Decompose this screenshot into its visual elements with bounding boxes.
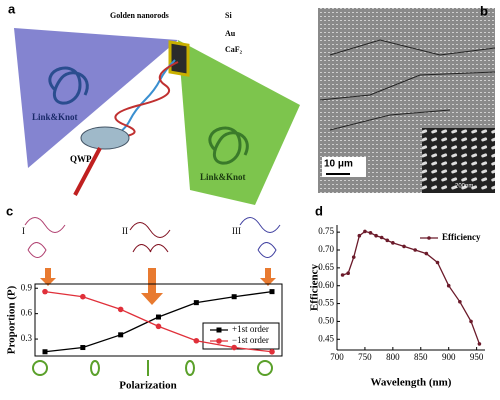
inset	[422, 128, 495, 193]
point	[117, 306, 124, 313]
panel-b: 10 μm 200nm b	[318, 3, 496, 193]
point	[346, 271, 350, 276]
point	[231, 344, 237, 351]
point	[435, 260, 440, 265]
knot-right	[208, 126, 249, 165]
y-tick-label: 0.70	[318, 244, 334, 254]
sample	[168, 40, 190, 77]
y-tick-label: 0.65	[318, 262, 334, 272]
defects	[319, 39, 496, 131]
x-tick-label: 950	[470, 352, 484, 362]
annotation: Link&Knot	[200, 172, 246, 182]
y-tick-label: 0.50	[318, 315, 334, 325]
annotation: Au	[225, 29, 236, 38]
inset-curve	[24, 217, 66, 258]
point	[477, 342, 482, 346]
point	[42, 349, 48, 355]
point	[193, 337, 200, 344]
point	[80, 345, 86, 351]
legend-marker	[427, 236, 431, 240]
point	[363, 229, 367, 234]
legend-marker	[216, 327, 222, 333]
point	[424, 251, 429, 256]
polarization-icon	[257, 360, 273, 376]
knot-left	[48, 66, 89, 105]
legend-label: Efficiency	[442, 232, 481, 242]
qwp	[80, 126, 130, 150]
y-tick-label: 0.9	[21, 282, 33, 292]
y-tick-label: 0.3	[21, 333, 33, 343]
annotation: Link&Knot	[32, 112, 78, 122]
annotation: Si	[225, 11, 232, 20]
polarization-icon	[32, 360, 48, 376]
point	[357, 233, 362, 238]
x-axis-label: Polarization	[119, 380, 176, 392]
panel-label: d	[315, 203, 323, 218]
arrow	[40, 268, 276, 305]
green-beam	[178, 40, 300, 205]
scale-label: 10 μm	[324, 159, 353, 170]
plot-frame	[34, 283, 283, 357]
point	[269, 289, 275, 295]
point	[446, 283, 451, 288]
point	[368, 231, 373, 235]
x-tick-label: 700	[330, 352, 344, 362]
point	[193, 300, 199, 306]
panel-label: a	[8, 1, 16, 16]
point	[351, 255, 356, 259]
point	[385, 238, 390, 243]
series-line	[342, 230, 481, 345]
panel-label: c	[6, 203, 13, 218]
annotation: I	[22, 226, 25, 236]
y-tick-label: 0.45	[318, 333, 334, 343]
polarization-icon	[185, 360, 195, 376]
x-axis-label: Wavelength (nm)	[371, 377, 452, 389]
point	[231, 294, 237, 300]
helix	[109, 61, 179, 139]
x-tick-label: 800	[386, 352, 400, 362]
panel-a: a Golden nanorods Si Au CaF₂ Link&Knot L…	[8, 1, 300, 205]
point	[80, 293, 86, 300]
x-tick-label: 900	[442, 352, 456, 362]
annotation: CaF₂	[225, 45, 243, 54]
annotation: QWP	[70, 154, 92, 164]
x-tick-label: 850	[414, 352, 428, 362]
polarization-icon	[90, 360, 100, 376]
point	[42, 288, 48, 295]
annotation: Golden nanorods	[110, 11, 169, 20]
legend-marker	[216, 338, 222, 344]
inset-curve	[129, 222, 171, 253]
y-tick-label: 0.60	[318, 280, 334, 290]
y-axis-label: Proportion (P)	[6, 285, 18, 354]
inset-scale: 200nm	[455, 184, 473, 190]
y-axis-label: Efficiency	[309, 263, 321, 311]
blue-beam	[14, 28, 178, 168]
point	[391, 241, 395, 245]
x-tick-label: 750	[358, 352, 372, 362]
point	[269, 348, 275, 355]
point	[402, 244, 406, 249]
annotation: II	[122, 226, 128, 236]
y-tick-label: 0.75	[318, 226, 334, 236]
panel-c-decor: c	[6, 203, 281, 376]
y-tick-label: 0.6	[21, 308, 33, 318]
point	[379, 235, 384, 240]
legend-label: −1st order	[232, 335, 269, 345]
point	[458, 299, 462, 304]
point	[340, 273, 345, 277]
legend-label: +1st order	[232, 324, 269, 334]
scale-box	[322, 157, 366, 177]
point	[374, 233, 378, 238]
annotation: III	[232, 226, 241, 236]
panel-label: b	[480, 3, 488, 18]
point	[155, 323, 162, 330]
point	[118, 332, 124, 338]
input-beam	[73, 147, 102, 196]
point	[413, 248, 417, 252]
point	[469, 319, 473, 324]
point	[156, 314, 161, 320]
y-tick-label: 0.55	[318, 298, 334, 308]
inset-curve	[239, 217, 281, 258]
